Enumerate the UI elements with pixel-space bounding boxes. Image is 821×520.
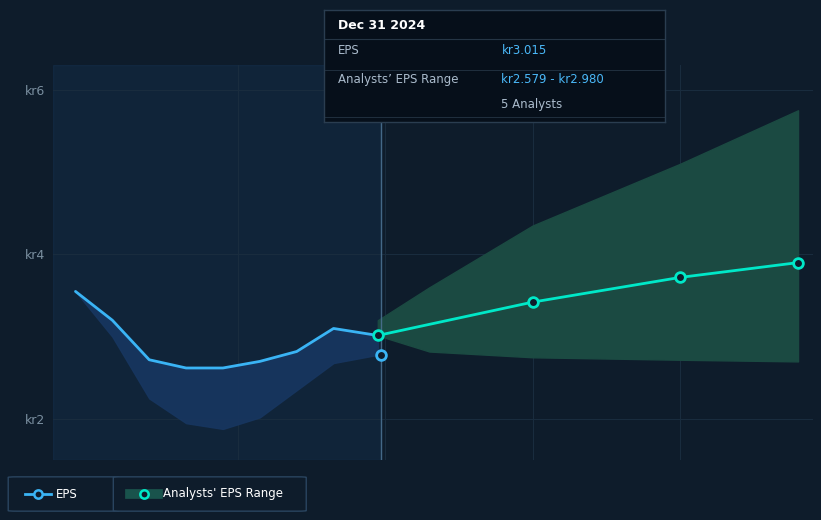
Text: kr3.015: kr3.015 [502, 44, 547, 57]
Text: Analysts’ EPS Range: Analysts’ EPS Range [338, 73, 458, 86]
Text: 5 Analysts: 5 Analysts [502, 98, 562, 111]
FancyBboxPatch shape [113, 477, 306, 511]
FancyBboxPatch shape [8, 477, 119, 511]
Bar [53, 65, 381, 460]
Text: EPS: EPS [56, 488, 77, 500]
Text: Analysts Forecasts: Analysts Forecasts [385, 98, 495, 111]
Text: EPS: EPS [338, 44, 360, 57]
Text: Actual: Actual [339, 98, 376, 111]
Text: Analysts' EPS Range: Analysts' EPS Range [163, 488, 282, 500]
Text: Dec 31 2024: Dec 31 2024 [338, 19, 425, 32]
Text: kr2.579 - kr2.980: kr2.579 - kr2.980 [502, 73, 604, 86]
